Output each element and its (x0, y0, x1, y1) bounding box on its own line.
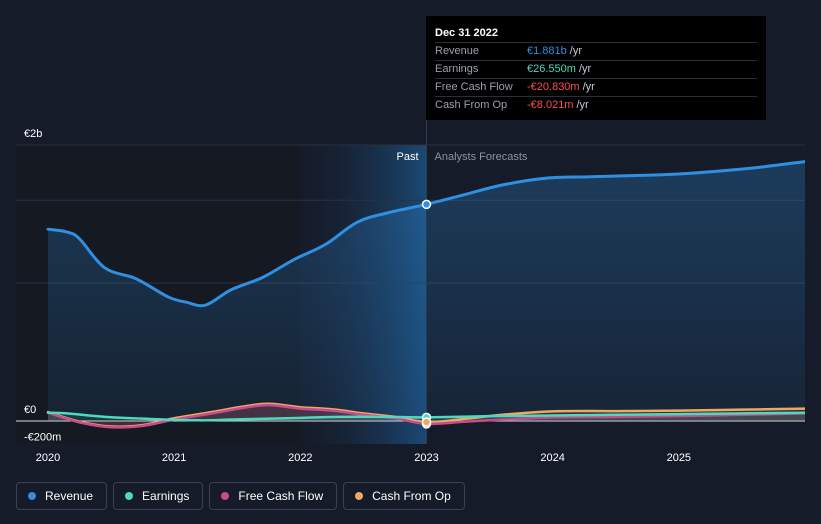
tooltip-row: Cash From Op -€8.021m/yr (435, 96, 757, 114)
legend-item-revenue[interactable]: Revenue (16, 482, 108, 510)
earnings-line (46, 411, 805, 422)
legend-label: Cash From Op (372, 489, 451, 503)
tooltip: Dec 31 2022 Revenue €1.881b/yr Earnings €26… (426, 16, 766, 120)
cash-from-op-marker (421, 417, 432, 427)
tooltip-row: Free Cash Flow -€20.830m/yr (435, 78, 757, 96)
tooltip-row-unit: /yr (576, 99, 589, 111)
legend-dot-icon (125, 492, 134, 500)
legend-label: Revenue (45, 489, 94, 503)
x-tick-label: 2023 (414, 452, 438, 464)
legend-dot-icon (221, 492, 230, 500)
tooltip-row-unit: /yr (569, 45, 582, 57)
tooltip-row-value: -€8.021m (527, 99, 574, 111)
legend-dot-icon (28, 492, 36, 500)
hover-markers (421, 199, 432, 429)
x-tick-label: 2025 (667, 452, 691, 464)
y-axis-labels: €2b €0 -€200m (24, 128, 61, 444)
tooltip-row-unit: /yr (582, 81, 595, 93)
x-axis-labels: 2020 2021 2022 2023 2024 2025 (36, 452, 691, 464)
legend-item-free-cash-flow[interactable]: Free Cash Flow (209, 482, 338, 510)
free-cash-flow-area (48, 405, 805, 428)
tooltip-date: Dec 31 2022 (435, 27, 498, 39)
tooltip-row-value: €1.881b (527, 45, 567, 57)
revenue-line (46, 160, 805, 308)
x-tick-label: 2020 (36, 452, 60, 464)
past-label: Past (396, 151, 418, 163)
legend-item-cash-from-op[interactable]: Cash From Op (343, 482, 465, 510)
tooltip-row-value: -€20.830m (527, 81, 580, 93)
tooltip-row-label: Free Cash Flow (435, 81, 513, 93)
tooltip-row-label: Cash From Op (435, 99, 508, 111)
legend-item-earnings[interactable]: Earnings (113, 482, 204, 510)
tooltip-row-unit: /yr (578, 63, 592, 75)
x-tick-label: 2022 (288, 452, 312, 464)
series-lines (46, 160, 805, 429)
legend: Revenue Earnings Free Cash Flow Cash From O… (16, 482, 465, 510)
tooltip-row-label: Earnings (435, 63, 479, 75)
revenue-marker (421, 199, 432, 210)
legend-label: Earnings (142, 489, 190, 503)
legend-dot-icon (355, 492, 364, 500)
x-tick-label: 2021 (162, 452, 186, 464)
free-cash-flow-line (46, 403, 805, 429)
y-tick-label: €0 (24, 404, 36, 416)
tooltip-row: Earnings €26.550m/yr (435, 60, 757, 78)
tooltip-row-value: €26.550m (527, 63, 576, 75)
y-tick-label: -€200m (24, 432, 61, 444)
y-tick-label: €2b (24, 128, 42, 140)
tooltip-row: Revenue €1.881b/yr (435, 42, 757, 60)
x-tick-label: 2024 (540, 452, 564, 464)
forecast-label: Analysts Forecasts (435, 151, 528, 163)
tooltip-row-label: Revenue (435, 45, 480, 57)
legend-label: Free Cash Flow (238, 489, 324, 503)
